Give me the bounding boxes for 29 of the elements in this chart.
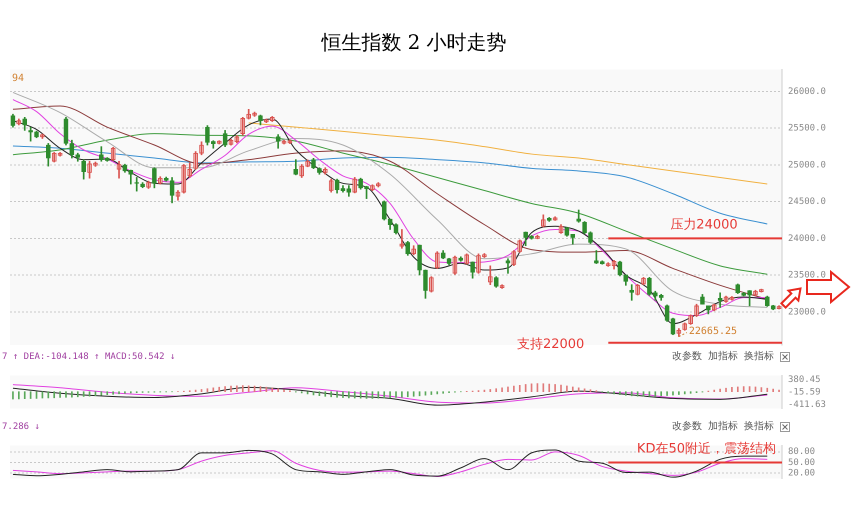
annotation: 94 <box>12 72 24 84</box>
y-tick-label: 25500.0 <box>788 124 826 134</box>
y-tick-label: 24000.0 <box>788 234 826 244</box>
text: 7 ↑ DEA:-104.148 ↑ MACD:50.542 ↓ <box>2 351 176 364</box>
text: 换指标 <box>744 420 774 434</box>
y-tick-label: 50.00 <box>788 458 816 468</box>
y-tick-label: 23500.0 <box>788 270 826 281</box>
text: 改参数 <box>672 420 702 434</box>
y-tick-label: 80.00 <box>788 447 816 458</box>
y-tick-label: -411.63 <box>788 400 826 410</box>
y-tick-label: -15.59 <box>788 388 821 398</box>
y-tick-label: 24500.0 <box>788 197 826 208</box>
y-tick-label: 380.45 <box>788 374 821 385</box>
y-tick-label: 26000.0 <box>788 86 826 97</box>
text: 7.286 ↓ <box>2 421 40 434</box>
text: 换指标 <box>744 350 774 364</box>
ref-line-label: 支持22000 <box>516 337 584 352</box>
y-tick-label: 25000.0 <box>788 160 826 170</box>
chart-title: 恒生指数 2 小时走势 <box>320 29 508 56</box>
line-series <box>248 122 768 184</box>
text: 加指标 <box>708 420 738 434</box>
ref-line-label: KD在50附近，震荡结构 <box>636 441 776 456</box>
y-tick-label: 23000.0 <box>788 307 826 318</box>
y-tick-label: 20.00 <box>788 468 816 479</box>
annotation: 22665.25 <box>688 326 738 338</box>
text: 加指标 <box>708 350 738 364</box>
text: 改参数 <box>672 350 702 364</box>
ref-line-label: 压力24000 <box>670 217 738 232</box>
line-series <box>12 133 768 275</box>
